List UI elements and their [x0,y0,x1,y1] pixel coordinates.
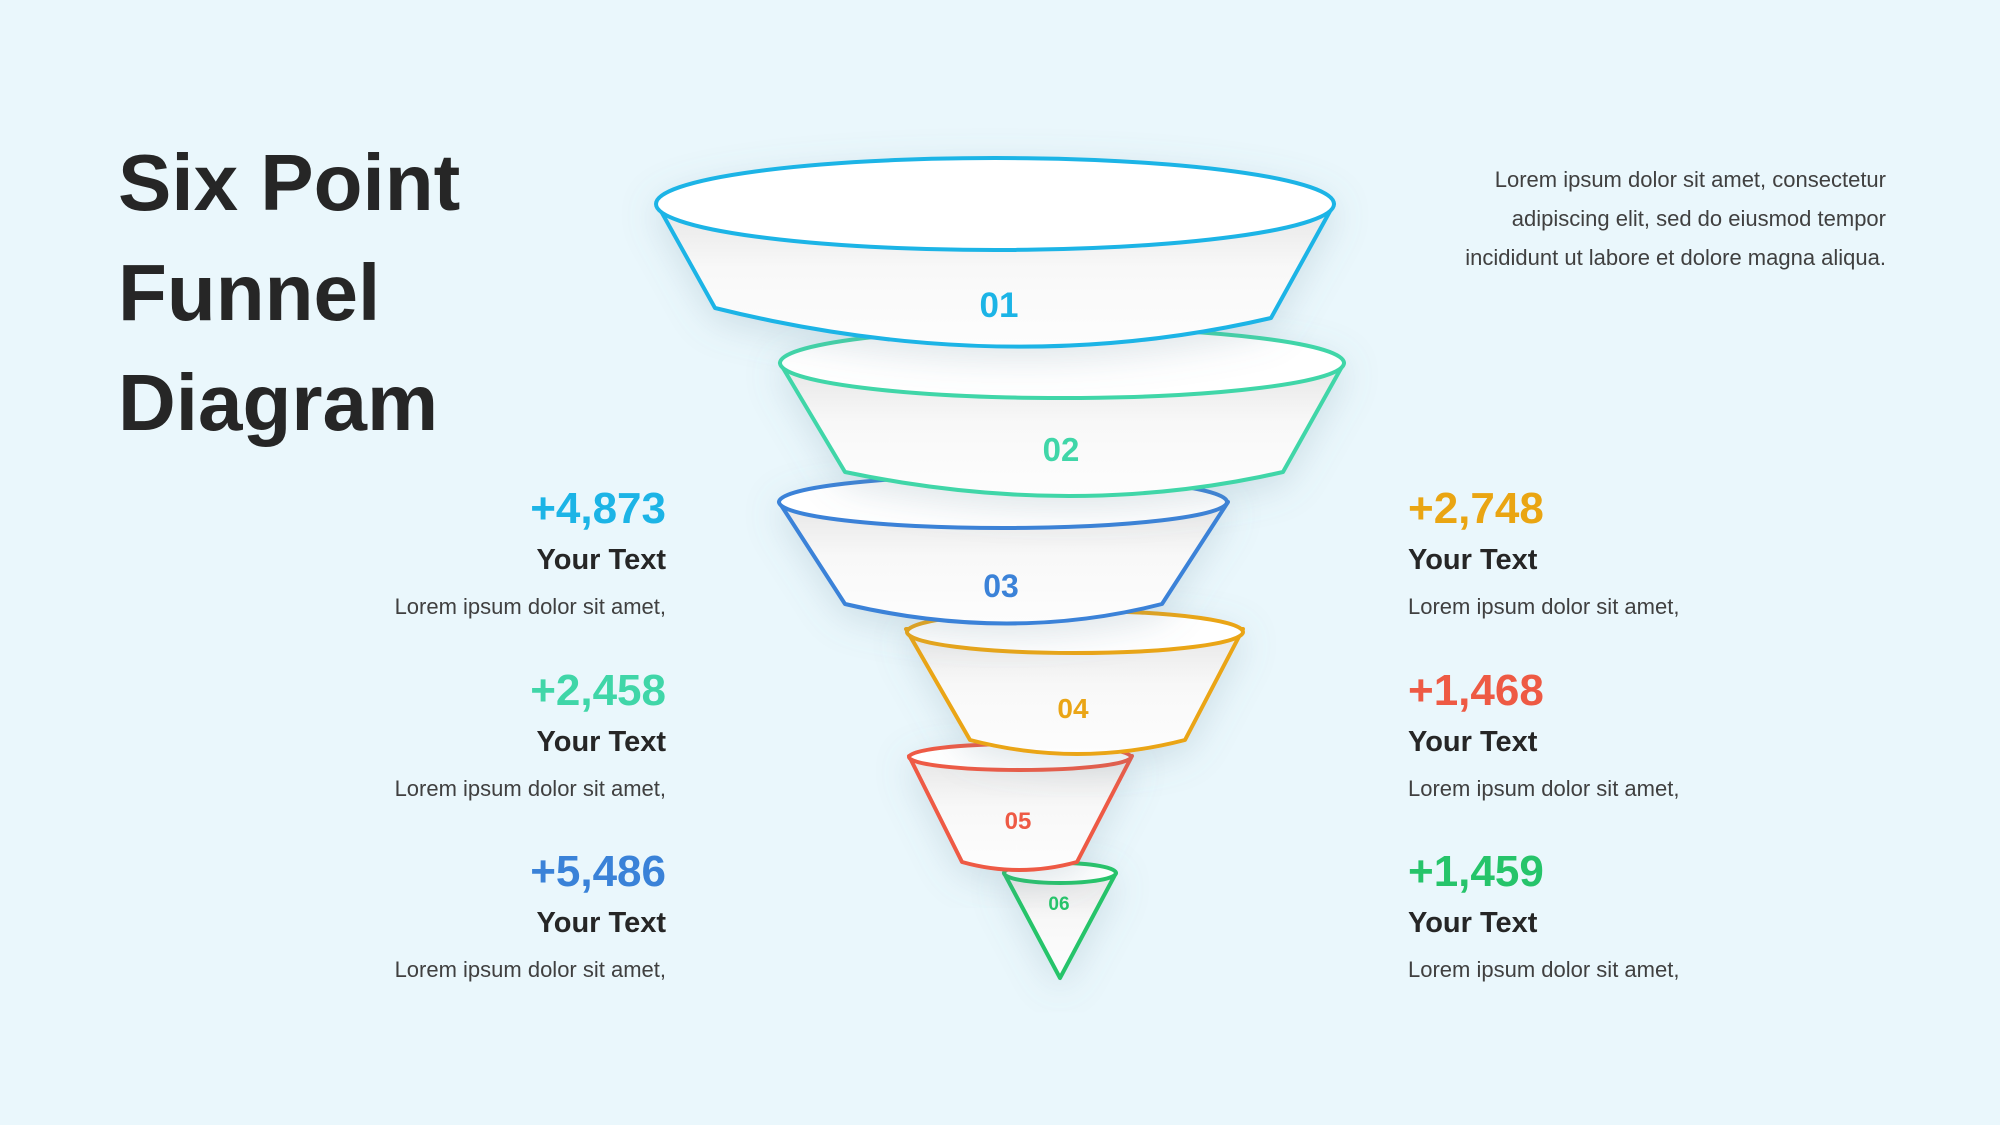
funnel-segment-01: 01 [654,156,1336,349]
title-line-2: Funnel [118,248,381,337]
stat-value: +1,459 [1408,847,1544,896]
stat-label: Your Text [536,726,666,758]
funnel-segment-05: 05 [907,742,1134,872]
funnel-segment-03: 03 [777,474,1230,626]
stat-left-1: +4,873 Your Text Lorem ipsum dolor sit a… [326,484,666,622]
title-line-1: Six Point [118,138,461,227]
stat-right-3: +1,459 Your Text Lorem ipsum dolor sit a… [1408,847,1748,985]
stat-right-2: +1,468 Your Text Lorem ipsum dolor sit a… [1408,666,1748,804]
stat-label: Your Text [1408,544,1538,576]
stat-value: +5,486 [530,847,666,896]
stat-text: Lorem ipsum dolor sit amet, [394,776,666,801]
segment-label-01: 01 [980,286,1019,325]
funnel-segment-04: 04 [904,609,1245,756]
stat-text: Lorem ipsum dolor sit amet, [1408,776,1680,801]
stat-left-3: +5,486 Your Text Lorem ipsum dolor sit a… [326,847,666,985]
description-text: Lorem ipsum dolor sit amet, consectetur … [1465,167,1886,270]
stat-text: Lorem ipsum dolor sit amet, [1408,594,1680,619]
stat-label: Your Text [536,907,666,939]
title-line-3: Diagram [118,358,439,447]
stat-label: Your Text [1408,726,1538,758]
stat-value: +2,458 [530,666,666,715]
stat-value: +2,748 [1408,484,1544,533]
page-title: Six Point Funnel Diagram [118,128,518,458]
stat-text: Lorem ipsum dolor sit amet, [394,957,666,982]
segment-label-02: 02 [1043,431,1080,468]
segment-label-06: 06 [1048,894,1069,915]
stat-right-1: +2,748 Your Text Lorem ipsum dolor sit a… [1408,484,1748,622]
stat-text: Lorem ipsum dolor sit amet, [1408,957,1680,982]
stat-left-2: +2,458 Your Text Lorem ipsum dolor sit a… [326,666,666,804]
stat-value: +1,468 [1408,666,1544,715]
stat-value: +4,873 [530,484,666,533]
stat-label: Your Text [1408,907,1538,939]
segment-label-03: 03 [983,568,1019,604]
segment-label-04: 04 [1057,693,1089,724]
stat-text: Lorem ipsum dolor sit amet, [394,594,666,619]
funnel-segment-06: 06 [1002,861,1118,980]
segment-label-05: 05 [1005,808,1032,835]
stat-label: Your Text [536,544,666,576]
funnel-segment-02: 02 [778,326,1346,498]
